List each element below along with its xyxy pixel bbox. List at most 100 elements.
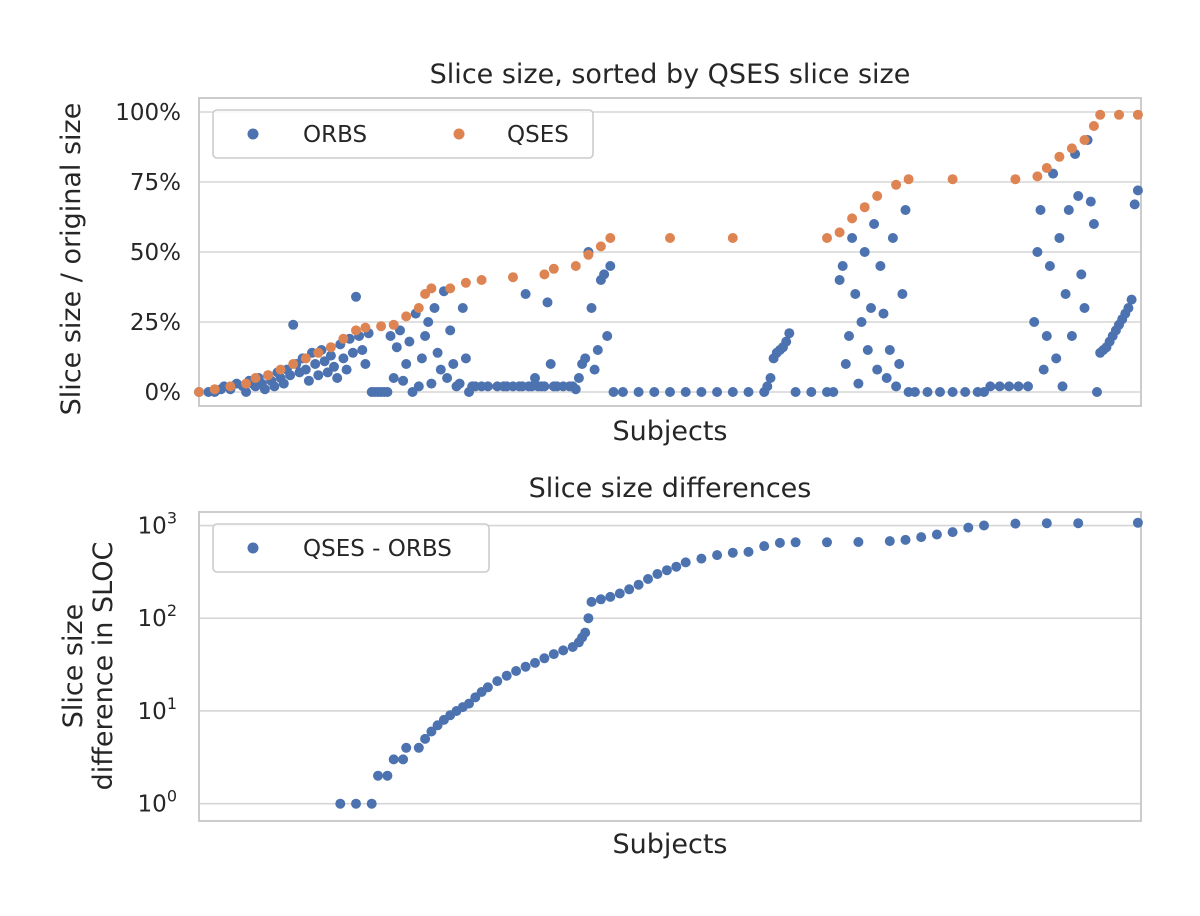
difference-point (426, 726, 437, 737)
orbs-point (429, 303, 440, 313)
qses-point (1088, 121, 1099, 131)
qses-point (548, 263, 559, 274)
orbs-point (884, 345, 895, 355)
qses-point (194, 387, 204, 397)
difference-point (583, 613, 594, 624)
difference-point (712, 550, 723, 561)
difference-point (366, 798, 377, 809)
orbs-point (1126, 294, 1137, 305)
difference-point (558, 645, 569, 656)
orbs-point (482, 381, 493, 392)
bottom-y-tick-label: 100 (138, 787, 177, 818)
difference-point (595, 594, 606, 605)
orbs-point (834, 275, 845, 285)
difference-point (633, 579, 644, 590)
orbs-point (985, 381, 996, 392)
difference-point (643, 574, 653, 584)
difference-point (947, 527, 958, 538)
orbs-point (617, 387, 628, 397)
orbs-point (765, 373, 776, 383)
bottom-panel: 100 101 102 103 Slice size differences Subj… (58, 473, 1143, 860)
orbs-point (762, 381, 773, 392)
bottom-panel-markers (335, 517, 1143, 809)
orbs-point (897, 289, 908, 299)
difference-point (530, 657, 540, 668)
orbs-point (1063, 205, 1074, 215)
orbs-point (856, 317, 867, 327)
orbs-point (1073, 191, 1084, 201)
difference-point (335, 798, 346, 809)
orbs-point (602, 331, 613, 341)
orbs-point (837, 261, 848, 271)
orbs-point (869, 219, 880, 229)
orbs-point (605, 261, 616, 271)
qses-point (1066, 143, 1077, 154)
orbs-point (285, 370, 296, 381)
qses-point (1054, 151, 1065, 162)
difference-point (388, 754, 399, 765)
orbs-point (922, 387, 933, 397)
difference-point (539, 653, 550, 664)
orbs-point (828, 387, 839, 397)
orbs-point (840, 359, 851, 369)
orbs-point (960, 387, 971, 397)
orbs-point (909, 387, 920, 397)
top-panel-y-axis-label: Slice size / original size (56, 103, 87, 416)
legend-label-qses-minus-orbs: QSES - ORBS (303, 536, 452, 562)
qses-point (834, 227, 845, 238)
orbs-point (423, 317, 434, 327)
difference-point (979, 520, 989, 531)
bottom-y-tick-label: 102 (138, 601, 177, 632)
qses-point (947, 174, 958, 185)
orbs-point (313, 370, 324, 381)
orbs-point (649, 387, 660, 397)
orbs-point (1041, 331, 1052, 341)
orbs-point (633, 387, 644, 397)
qses-point (1079, 135, 1090, 145)
qses-point (891, 179, 902, 190)
orbs-point (935, 387, 945, 397)
top-panel-x-axis-label: Subjects (612, 416, 727, 447)
orbs-point (391, 342, 402, 353)
top-panel-markers (194, 109, 1143, 397)
qses-point (1132, 109, 1143, 120)
bottom-panel-y-ticks: 100 101 102 103 (138, 509, 177, 818)
difference-point (661, 565, 672, 576)
qses-point (539, 269, 550, 280)
orbs-point (891, 381, 902, 392)
orbs-point (859, 247, 870, 257)
orbs-point (398, 375, 409, 386)
legend-label-qses: QSES (507, 122, 569, 148)
orbs-point (269, 381, 280, 392)
qses-point (413, 303, 424, 313)
orbs-point (325, 350, 336, 361)
orbs-point (416, 353, 427, 364)
orbs-point (680, 387, 691, 397)
qses-point (460, 277, 471, 288)
orbs-point (844, 331, 854, 341)
qses-point (209, 384, 220, 395)
orbs-point (341, 364, 352, 375)
orbs-point (460, 353, 471, 364)
difference-point (743, 546, 754, 557)
orbs-point (847, 233, 858, 243)
orbs-point (1023, 381, 1033, 392)
orbs-point (1066, 331, 1077, 341)
orbs-point (781, 336, 792, 347)
qses-point (225, 381, 236, 392)
difference-point (605, 591, 616, 602)
qses-point (351, 325, 361, 336)
orbs-point (259, 384, 270, 395)
qses-point (250, 373, 261, 383)
qses-point (401, 311, 412, 322)
qses-point (605, 233, 616, 243)
orbs-point (288, 319, 299, 330)
orbs-point (310, 359, 321, 369)
difference-point (1073, 518, 1084, 529)
orbs-point (445, 325, 456, 336)
orbs-point (894, 359, 905, 369)
qses-point (903, 174, 914, 185)
orbs-point (608, 387, 619, 397)
qses-point (376, 321, 387, 332)
qses-point (1032, 171, 1043, 182)
